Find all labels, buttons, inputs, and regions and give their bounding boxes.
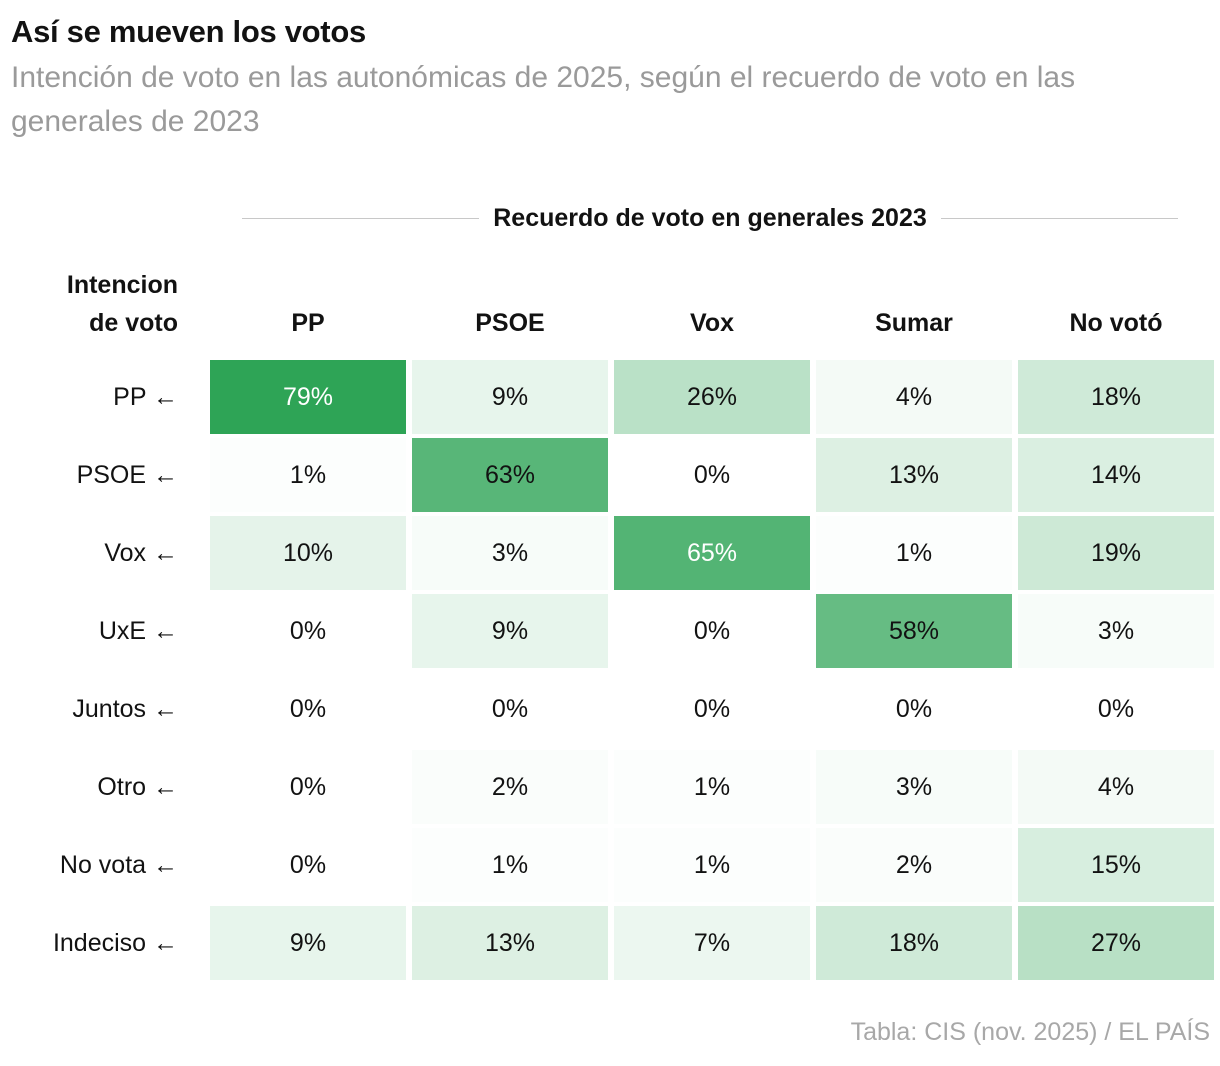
cell-no-vota-no-voto: 15% xyxy=(1018,828,1214,902)
row-header-vox: Vox ← xyxy=(104,539,178,567)
column-header-psoe: PSOE xyxy=(475,309,545,337)
cell-uxe-vox: 0% xyxy=(614,594,810,668)
cell-juntos-sumar: 0% xyxy=(816,672,1012,746)
cell-juntos-pp: 0% xyxy=(210,672,406,746)
cell-no-vota-psoe: 1% xyxy=(412,828,608,902)
column-header-pp: PP xyxy=(291,309,325,337)
cell-vox-pp: 10% xyxy=(210,516,406,590)
header-rule-left xyxy=(242,217,480,219)
cell-vox-vox: 65% xyxy=(614,516,810,590)
cell-uxe-sumar: 58% xyxy=(816,594,1012,668)
cell-otro-pp: 0% xyxy=(210,750,406,824)
cell-no-vota-vox: 1% xyxy=(614,828,810,902)
cell-indeciso-pp: 9% xyxy=(210,906,406,980)
cell-psoe-no-voto: 14% xyxy=(1018,438,1214,512)
cell-uxe-psoe: 9% xyxy=(412,594,608,668)
cell-pp-pp: 79% xyxy=(210,360,406,434)
cell-psoe-vox: 0% xyxy=(614,438,810,512)
cell-vox-sumar: 1% xyxy=(816,516,1012,590)
cell-pp-sumar: 4% xyxy=(816,360,1012,434)
row-header-indeciso: Indeciso ← xyxy=(52,929,178,957)
row-header-psoe: PSOE ← xyxy=(76,461,178,489)
cell-psoe-pp: 1% xyxy=(210,438,406,512)
cell-pp-psoe: 9% xyxy=(412,360,608,434)
cell-otro-psoe: 2% xyxy=(412,750,608,824)
column-header-sumar: Sumar xyxy=(875,309,953,337)
cell-pp-no-voto: 18% xyxy=(1018,360,1214,434)
header-rule-right xyxy=(940,217,1179,219)
cell-uxe-pp: 0% xyxy=(210,594,406,668)
cell-no-vota-sumar: 2% xyxy=(816,828,1012,902)
cell-otro-sumar: 3% xyxy=(816,750,1012,824)
row-header-label-line1: Intencion xyxy=(66,271,178,299)
column-header-no-voto: No votó xyxy=(1069,309,1163,337)
cell-psoe-psoe: 63% xyxy=(412,438,608,512)
source-credit: Tabla: CIS (nov. 2025) / EL PAÍS xyxy=(850,1018,1210,1046)
row-header-otro: Otro ← xyxy=(97,773,178,801)
cell-indeciso-psoe: 13% xyxy=(412,906,608,980)
cell-no-vota-pp: 0% xyxy=(210,828,406,902)
cell-otro-no-voto: 4% xyxy=(1018,750,1214,824)
cell-juntos-vox: 0% xyxy=(614,672,810,746)
chart-title: Así se mueven los votos xyxy=(11,14,366,49)
cell-vox-no-voto: 19% xyxy=(1018,516,1214,590)
column-group-header: Recuerdo de voto en generales 2023 xyxy=(242,200,1179,236)
cell-uxe-no-voto: 3% xyxy=(1018,594,1214,668)
row-header-no-vota: No vota ← xyxy=(59,851,178,879)
cell-indeciso-no-voto: 27% xyxy=(1018,906,1214,980)
cell-otro-vox: 1% xyxy=(614,750,810,824)
row-header-label: Intencion de voto xyxy=(20,266,178,342)
row-header-label-line2: de voto xyxy=(89,309,178,337)
row-header-uxe: UxE ← xyxy=(98,617,178,645)
cell-vox-psoe: 3% xyxy=(412,516,608,590)
cell-indeciso-sumar: 18% xyxy=(816,906,1012,980)
cell-psoe-sumar: 13% xyxy=(816,438,1012,512)
column-header-vox: Vox xyxy=(690,309,734,337)
row-header-juntos: Juntos ← xyxy=(72,695,178,723)
cell-indeciso-vox: 7% xyxy=(614,906,810,980)
cell-pp-vox: 26% xyxy=(614,360,810,434)
cell-juntos-psoe: 0% xyxy=(412,672,608,746)
chart-subtitle: Intención de voto en las autonómicas de … xyxy=(11,61,1076,138)
row-header-pp: PP ← xyxy=(113,383,178,411)
column-group-label: Recuerdo de voto en generales 2023 xyxy=(493,203,927,232)
cell-juntos-no-voto: 0% xyxy=(1018,672,1214,746)
